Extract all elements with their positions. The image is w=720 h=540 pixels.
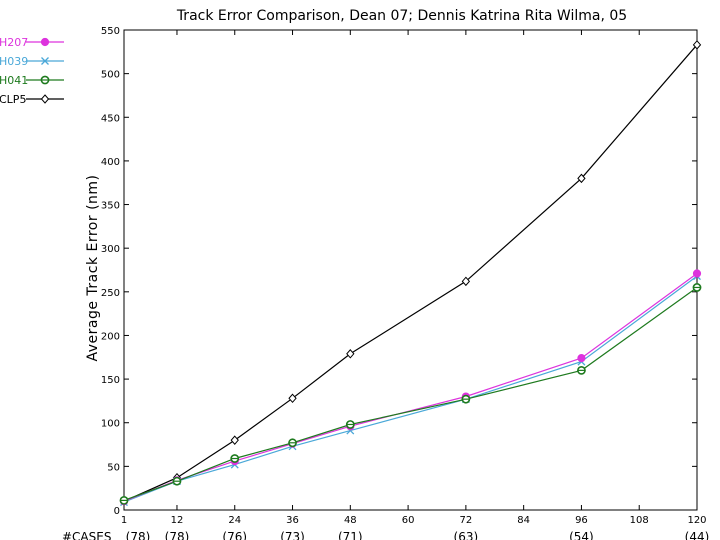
y-tick-label: 450 <box>101 113 120 124</box>
y-tick-label: 400 <box>101 157 120 168</box>
case-count: (78) <box>165 530 190 540</box>
y-tick-label: 0 <box>114 506 120 517</box>
cases-label: #CASES <box>62 530 111 540</box>
legend-marker <box>40 94 50 104</box>
x-tick-label: 108 <box>630 515 649 526</box>
x-tick-label: 120 <box>687 515 706 526</box>
case-count: (73) <box>280 530 305 540</box>
x-tick-label: 60 <box>402 515 415 526</box>
case-count: (44) <box>685 530 710 540</box>
legend-label: H039 <box>0 55 28 68</box>
x-axis: 1 12 24 36 48 60 72 84 96 108 120 <box>121 30 707 526</box>
x-tick-label: 84 <box>517 515 530 526</box>
x-tick-label: 12 <box>171 515 184 526</box>
series-layer <box>119 40 702 507</box>
y-tick-label: 50 <box>107 462 120 473</box>
y-tick-label: 150 <box>101 375 120 386</box>
x-tick-label: 24 <box>228 515 241 526</box>
y-axis-label: Average Track Error (nm) <box>85 174 101 361</box>
data-point <box>577 354 586 363</box>
y-tick-label: 500 <box>101 70 120 81</box>
data-point <box>461 276 471 287</box>
case-count: (76) <box>222 530 247 540</box>
data-point <box>692 40 702 50</box>
data-point <box>230 435 239 445</box>
case-count: (78) <box>126 530 151 540</box>
data-point <box>577 173 586 184</box>
series-line <box>123 275 698 503</box>
x-tick-label: 36 <box>286 515 299 526</box>
x-tick-label: 48 <box>344 515 357 526</box>
data-point <box>692 269 702 278</box>
y-tick-label: 350 <box>101 201 120 212</box>
y-tick-label: 100 <box>101 419 120 430</box>
case-count: (71) <box>338 530 363 540</box>
legend-label: H207 <box>0 36 28 49</box>
y-tick-label: 550 <box>101 26 120 37</box>
data-point <box>288 393 297 404</box>
legend-marker <box>41 57 49 65</box>
legend: H207 H039 H041 CLP5 <box>0 36 64 106</box>
legend-marker <box>40 37 50 47</box>
legend-label: CLP5 <box>0 93 26 106</box>
case-count: (63) <box>454 530 479 540</box>
series-h041 <box>119 283 702 505</box>
cases-row: #CASES (78) (78) (76) (73) (71) (63) (54) (44) <box>62 530 709 540</box>
x-tick-label: 96 <box>575 515 588 526</box>
y-tick-label: 200 <box>101 331 120 342</box>
x-tick-label: 72 <box>460 515 473 526</box>
legend-label: H041 <box>0 74 28 87</box>
series-line <box>123 44 698 502</box>
case-count: (54) <box>569 530 594 540</box>
y-axis: 0 50 100 150 200 250 300 350 400 450 500 550 <box>101 26 697 517</box>
y-tick-label: 250 <box>101 288 120 299</box>
series-line <box>123 287 698 501</box>
x-tick-label: 1 <box>121 515 127 526</box>
y-tick-label: 300 <box>101 244 120 255</box>
data-point <box>346 349 355 359</box>
chart-title: Track Error Comparison, Dean 07; Dennis … <box>176 8 627 24</box>
